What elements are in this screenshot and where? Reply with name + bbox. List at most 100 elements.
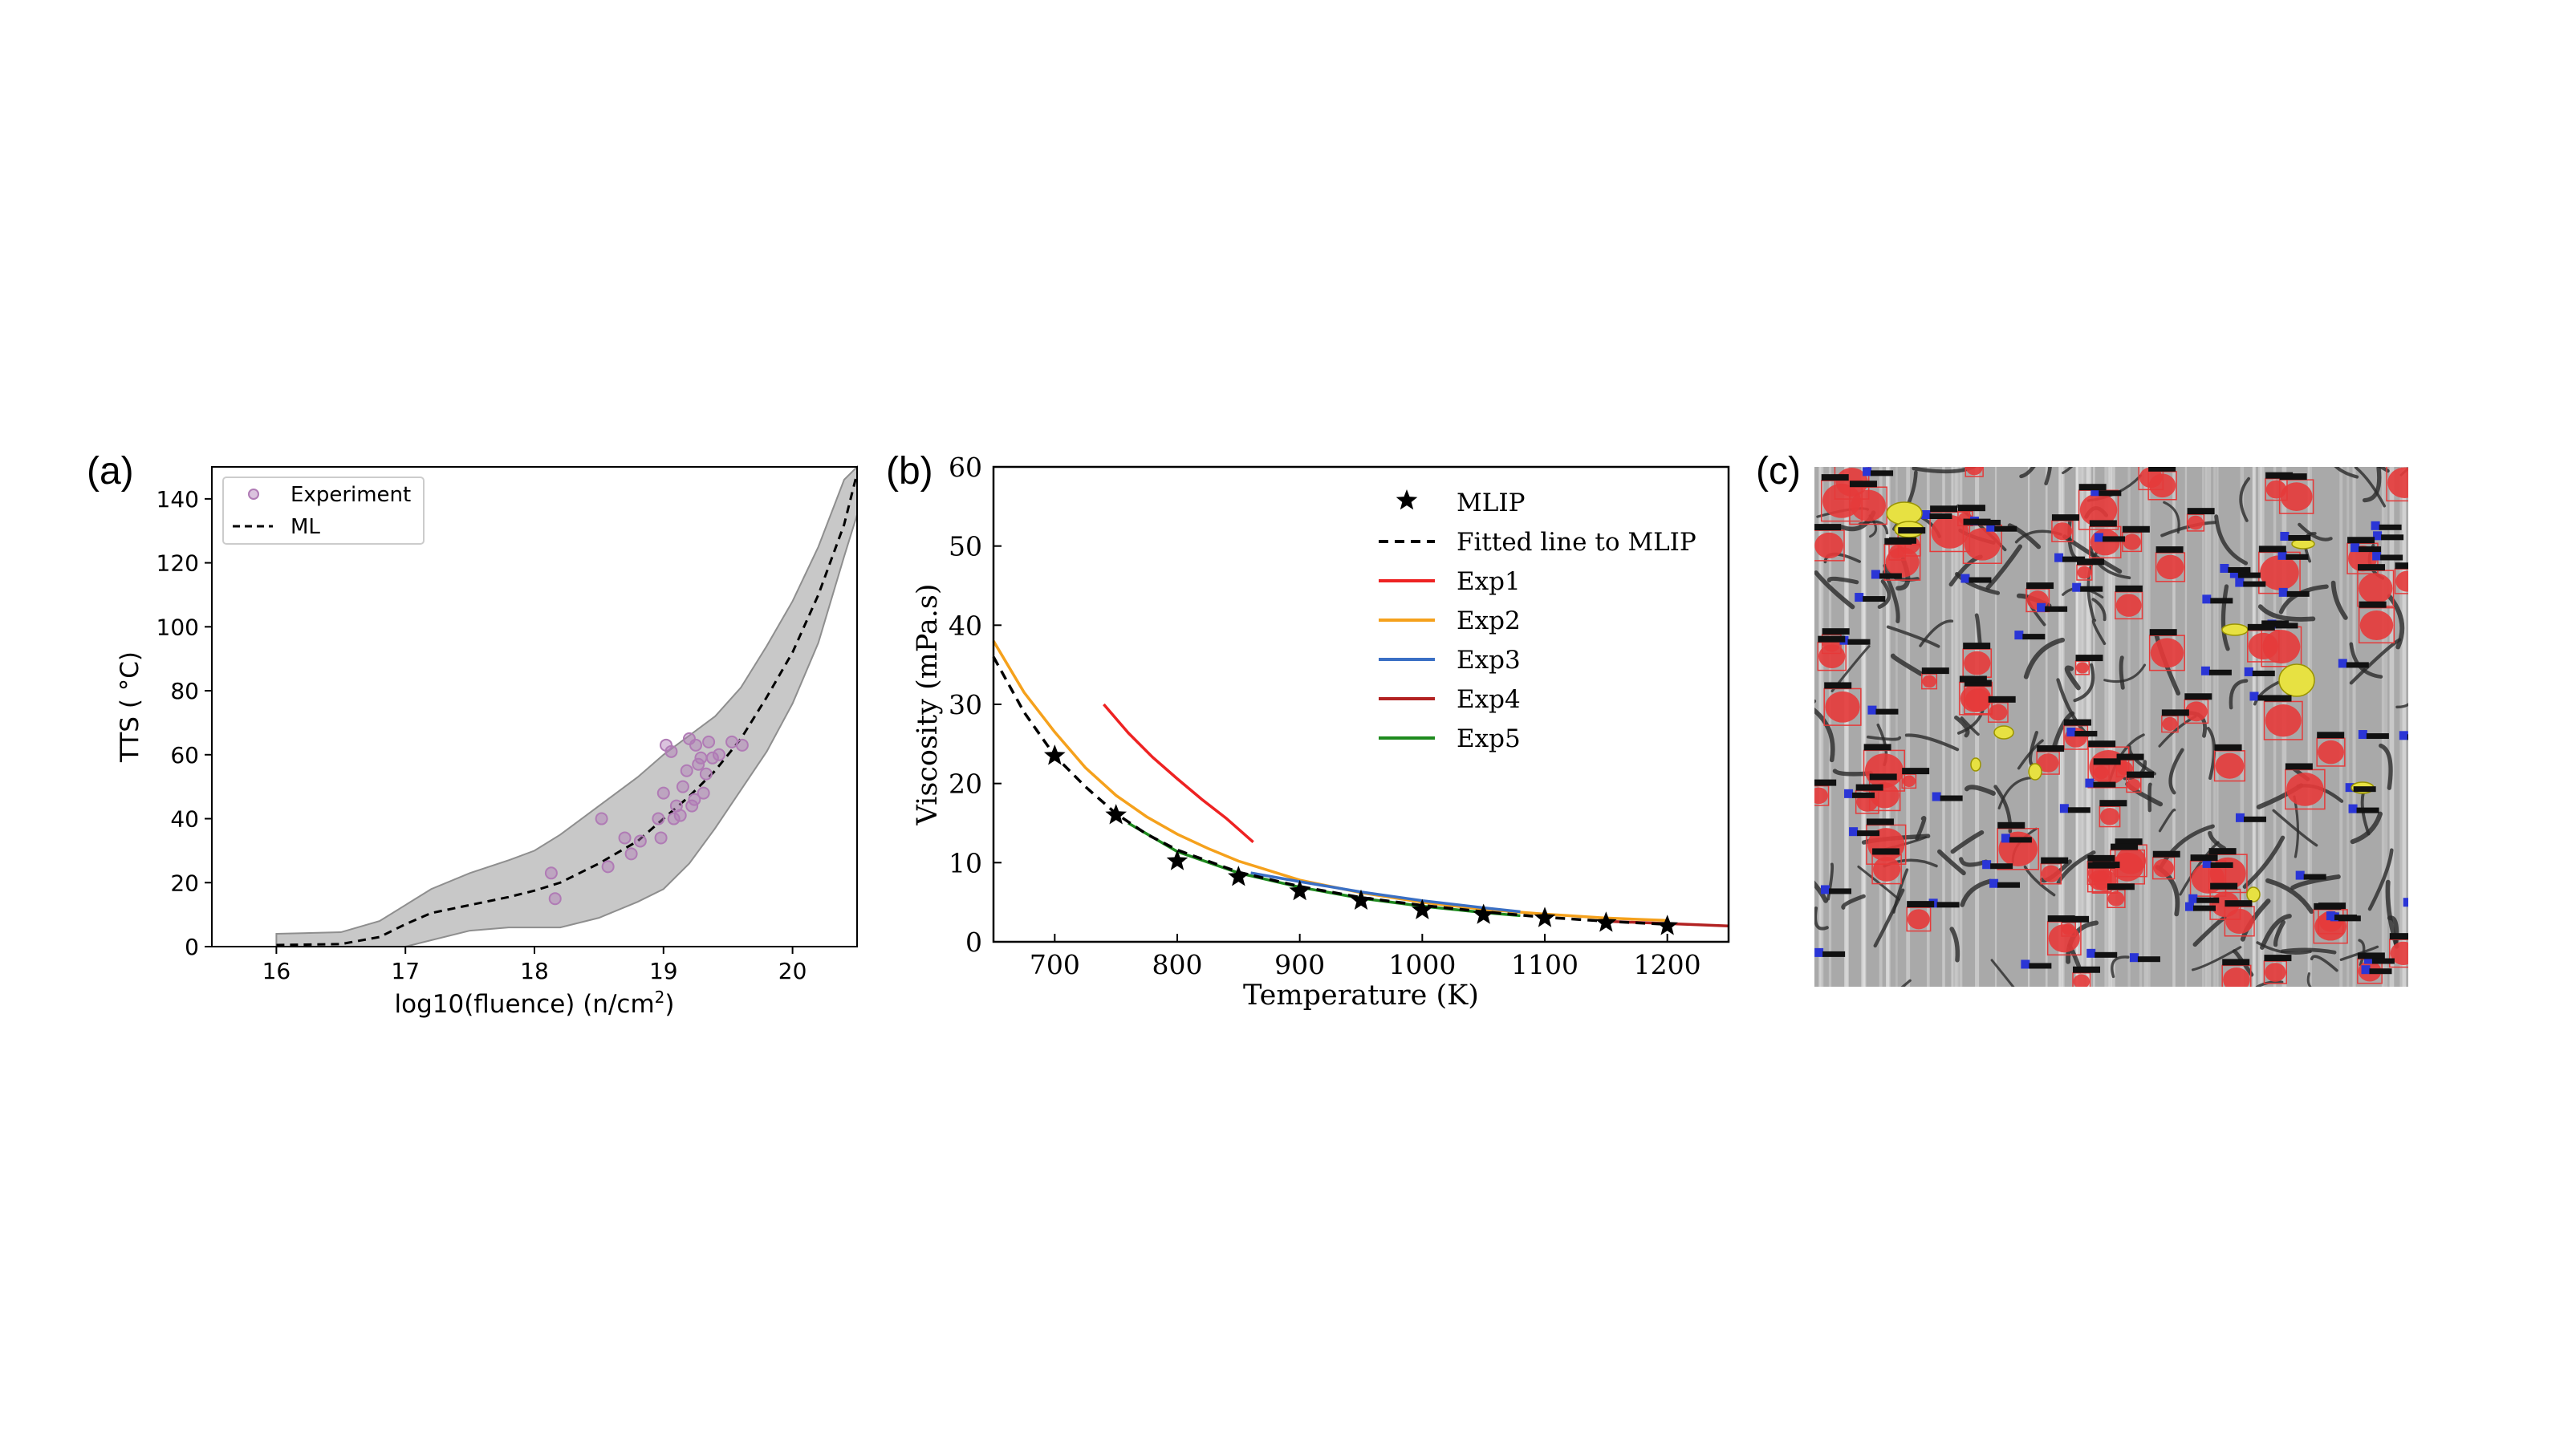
dislocation-line: [2379, 743, 2393, 790]
x-tick-label: 20: [778, 958, 807, 984]
streak: [2352, 467, 2356, 987]
detection-tag: [2067, 807, 2090, 813]
streak: [2381, 467, 2385, 987]
detection-tag: [1929, 513, 1952, 519]
blue-defect: [2345, 783, 2355, 793]
dislocation-line: [2073, 663, 2095, 703]
mlip-star: [1473, 903, 1494, 924]
streak: [2045, 467, 2048, 987]
streak: [1975, 467, 1980, 987]
detection-tag: [2285, 554, 2309, 560]
dislocation-line: [1974, 613, 1982, 649]
detection-tag: [2379, 524, 2402, 530]
detection-tag: [2087, 854, 2115, 862]
blue-defect: [1855, 593, 1864, 602]
dislocation-line: [1960, 716, 1980, 736]
detection-tag: [2210, 862, 2233, 868]
yellow-defect: [2246, 886, 2261, 902]
dislocation-line: [2273, 919, 2286, 947]
dislocation-line: [1949, 927, 1960, 963]
blue-defect: [2188, 894, 2198, 903]
detection-tag: [2237, 572, 2261, 578]
blue-defect: [2200, 666, 2210, 675]
experiment-point: [689, 738, 702, 752]
dislocation-line: [2358, 939, 2366, 967]
mlip-star: [1534, 907, 1556, 927]
streak: [2111, 467, 2115, 987]
streak: [1879, 467, 1883, 987]
streak: [2402, 467, 2407, 987]
detection-tag: [2356, 807, 2379, 813]
legend-a: Experiment ML: [222, 477, 425, 545]
experiment-point: [680, 764, 693, 777]
y-tick-label: 100: [156, 614, 199, 640]
red-defect: [2286, 773, 2324, 806]
detection-tag: [2062, 915, 2090, 923]
detection-tag: [1930, 505, 1958, 513]
x-tick-label: 1100: [1511, 949, 1579, 980]
blue-defect: [2095, 533, 2104, 542]
red-defect: [2107, 890, 2125, 907]
experiment-point: [667, 812, 681, 825]
blue-defect: [1871, 570, 1880, 579]
blue-defect: [2021, 959, 2030, 969]
y-ticks-b: 0 10 20 30 40 50 60: [949, 452, 1002, 958]
panel-label-c: (c): [1756, 450, 1801, 493]
detection-tag: [2381, 534, 2404, 541]
red-defect: [2223, 967, 2250, 987]
streak: [2105, 467, 2110, 987]
blue-defect: [1986, 522, 1996, 532]
streak: [2082, 467, 2086, 987]
mlip-star: [1289, 879, 1310, 901]
detection-tag: [2095, 951, 2118, 958]
dislocation-line: [1960, 878, 1993, 907]
detection-tag: [1849, 481, 1877, 488]
red-defect: [1814, 787, 1828, 805]
red-defect: [1922, 675, 1936, 688]
dislocation-line: [1826, 862, 1834, 901]
detection-tag: [1852, 792, 1875, 798]
streak: [2082, 467, 2084, 987]
streak: [2258, 467, 2262, 987]
red-defect: [2079, 493, 2118, 527]
dislocation-line: [1950, 829, 1985, 854]
mlip-star: [1656, 915, 1678, 935]
detection-tag: [2111, 843, 2139, 850]
blue-defect: [1932, 792, 1941, 801]
detection-tag: [1863, 596, 1886, 602]
streak: [2339, 467, 2343, 987]
experiment-point: [544, 866, 558, 880]
red-defect: [2225, 908, 2254, 934]
dislocation-line: [1900, 979, 1912, 987]
blue-defect: [1863, 467, 1872, 477]
streak: [2389, 467, 2395, 987]
detection-tag: [2411, 901, 2434, 907]
y-tick-label: 40: [170, 806, 199, 833]
detection-tag: [2107, 883, 2135, 890]
red-defect: [2099, 808, 2120, 825]
red-defect: [2265, 704, 2302, 737]
yellow-defect-markers: [1886, 501, 2375, 902]
dislocation-line: [1873, 888, 1905, 948]
streak: [2206, 467, 2212, 987]
red-defect: [2265, 480, 2287, 499]
detection-tag: [1847, 639, 1871, 645]
detection-tag: [2062, 556, 2086, 562]
detection-tag: [1855, 784, 1883, 791]
dislocation-line: [2280, 947, 2337, 955]
y-tick-label: 10: [949, 847, 982, 878]
yellow-defect: [2278, 663, 2315, 697]
legend-label-exp1: Exp1: [1457, 567, 1521, 596]
streak: [2399, 467, 2403, 987]
detection-tag: [2148, 467, 2176, 472]
experiment-point: [692, 757, 705, 771]
streak: [2108, 467, 2112, 987]
y-tick-label: 0: [185, 934, 199, 960]
dislocation-line: [1954, 715, 1970, 738]
legend-label-exp2: Exp2: [1457, 606, 1521, 635]
detection-tag: [1959, 675, 1987, 683]
detection-tags: [1814, 459, 2434, 975]
streak: [1819, 467, 1824, 987]
detection-tag: [1834, 459, 1862, 465]
